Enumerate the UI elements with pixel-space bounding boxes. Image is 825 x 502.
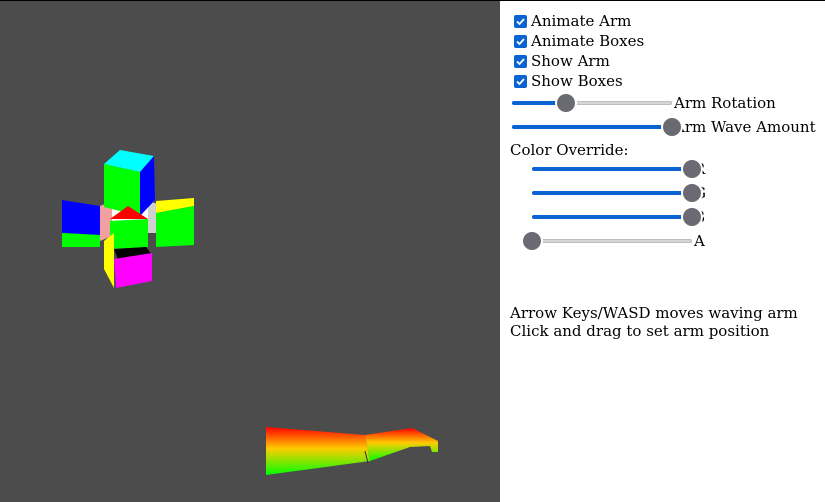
check-icon (516, 57, 525, 65)
box-center-red (110, 206, 148, 219)
slider-fill (532, 215, 692, 219)
color-g-slider[interactable] (532, 183, 701, 203)
check-icon (516, 37, 525, 45)
arm-wave-amount-slider[interactable] (512, 117, 681, 137)
box-bottom-side (104, 233, 114, 288)
slider-track (512, 101, 672, 105)
box-cluster (62, 150, 194, 288)
color-a-label: A (694, 232, 705, 250)
box-bottom-front (114, 253, 152, 288)
instructions: Arrow Keys/WASD moves waving arm Click a… (510, 304, 798, 340)
box-right-top (156, 198, 194, 213)
slider-thumb[interactable] (683, 184, 701, 202)
arm-rotation-slider[interactable] (512, 93, 672, 113)
animate-boxes-row[interactable]: Animate Boxes (514, 31, 644, 51)
show-arm-label: Show Arm (531, 52, 610, 70)
slider-fill (532, 191, 692, 195)
arm-rotation-row: Arm Rotation (512, 93, 776, 113)
arm-upper (266, 427, 370, 475)
animate-arm-row[interactable]: Animate Arm (514, 11, 631, 31)
arm-wave-amount-label: Arm Wave Amount (674, 118, 816, 136)
animate-arm-checkbox[interactable] (514, 14, 527, 28)
show-boxes-label: Show Boxes (531, 72, 623, 90)
arm-joint (364, 450, 369, 464)
slider-thumb[interactable] (683, 160, 701, 178)
box-left-bottom (62, 233, 100, 247)
show-boxes-row[interactable]: Show Boxes (514, 71, 623, 91)
box-right-front (156, 206, 194, 247)
slider-thumb[interactable] (557, 94, 576, 112)
slider-track (532, 239, 692, 243)
box-inner-left (100, 201, 112, 241)
box-center-front (110, 219, 148, 249)
slider-thumb[interactable] (523, 232, 541, 250)
instructions-line-1: Arrow Keys/WASD moves waving arm (510, 304, 798, 322)
slider-fill (532, 167, 692, 171)
box-inner-right (148, 201, 158, 233)
instructions-line-2: Click and drag to set arm position (510, 322, 770, 340)
color-override-label: Color Override: (510, 141, 629, 159)
check-icon (516, 17, 525, 25)
animate-arm-label: Animate Arm (531, 12, 632, 30)
slider-thumb[interactable] (683, 208, 701, 226)
slider-fill (512, 125, 672, 129)
color-b-slider[interactable] (532, 207, 701, 227)
scene-canvas[interactable] (0, 1, 500, 502)
top-border (0, 0, 825, 1)
color-a-slider[interactable] (523, 231, 692, 251)
arm-forearm (365, 428, 438, 461)
color-r-slider[interactable] (532, 159, 701, 179)
waving-arm (266, 427, 438, 475)
show-boxes-checkbox[interactable] (514, 74, 527, 88)
color-g-row: G (532, 183, 706, 203)
arm-wave-amount-row: Arm Wave Amount (512, 117, 816, 137)
show-arm-row[interactable]: Show Arm (514, 51, 610, 71)
check-icon (516, 77, 525, 85)
show-arm-checkbox[interactable] (514, 54, 527, 68)
box-top-front (104, 164, 140, 216)
box-left-front (62, 200, 100, 235)
control-panel: Animate Arm Animate Boxes Show Arm Show … (500, 1, 825, 502)
3d-viewport[interactable] (0, 1, 500, 502)
animate-boxes-checkbox[interactable] (514, 34, 527, 48)
box-top-top (104, 150, 154, 172)
color-r-row: R (532, 159, 705, 179)
box-top-side (140, 156, 155, 216)
color-b-row: B (532, 207, 705, 227)
arm-rotation-label: Arm Rotation (674, 94, 776, 112)
slider-thumb[interactable] (663, 118, 681, 136)
color-a-row: A (523, 231, 705, 251)
animate-boxes-label: Animate Boxes (531, 32, 645, 50)
slider-fill (512, 101, 567, 105)
